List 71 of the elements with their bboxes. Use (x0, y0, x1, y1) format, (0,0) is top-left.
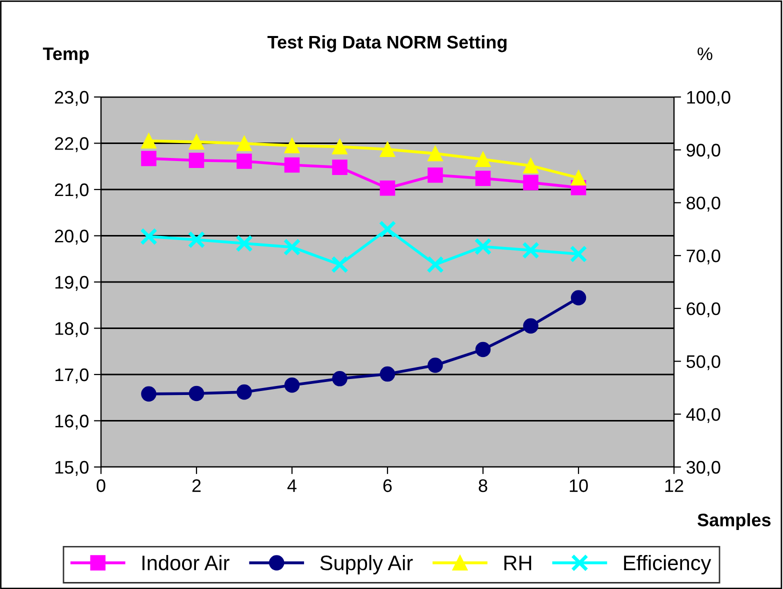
y2-tick-label: 30,0 (686, 460, 720, 476)
x-tick-label: 6 (383, 479, 392, 492)
point (523, 158, 538, 174)
y-tick-label: 15,0 (55, 460, 88, 476)
point (284, 138, 300, 154)
y2-tick-label: 100,0 (687, 90, 730, 106)
point (428, 146, 443, 162)
point (378, 220, 396, 238)
point (570, 170, 586, 186)
point (380, 366, 396, 382)
point (570, 290, 586, 306)
point (188, 134, 204, 150)
point (284, 378, 300, 393)
point (188, 152, 204, 168)
y-tick-label: 18,0 (55, 322, 88, 338)
point (284, 157, 300, 173)
point (188, 231, 206, 248)
point (141, 133, 156, 149)
point (475, 152, 491, 168)
point (236, 154, 252, 169)
point (428, 358, 443, 373)
point (523, 174, 538, 190)
chart-title: Test Rig Data NORM Setting (267, 35, 507, 52)
point (236, 136, 252, 152)
legend-label: RH (504, 556, 532, 570)
point (332, 160, 348, 175)
y-tick-label: 23,0 (54, 90, 88, 106)
point (332, 371, 348, 386)
point (188, 386, 204, 402)
point (380, 142, 396, 157)
point (140, 228, 158, 246)
x-tick-label: 8 (478, 479, 488, 492)
point (428, 168, 443, 183)
point (523, 318, 538, 334)
point (475, 170, 491, 186)
legend-label: Supply Air (320, 554, 413, 574)
x-tick-label: 10 (570, 479, 588, 492)
y2-tick-label: 90,0 (686, 144, 720, 159)
point (570, 245, 588, 263)
y2-tick-label: 40,0 (686, 408, 720, 423)
point (380, 180, 396, 196)
y-tick-label: 17,0 (55, 368, 88, 384)
x-tick-label: 0 (96, 479, 106, 492)
point (474, 238, 492, 256)
y2-axis-title: % (698, 47, 712, 60)
y-tick-label: 20,0 (54, 230, 88, 245)
x-tick-label: 2 (192, 479, 201, 492)
point (236, 234, 253, 252)
y-tick-label: 19,0 (55, 276, 88, 291)
y2-tick-label: 80,0 (686, 196, 720, 212)
y-tick-label: 22,0 (54, 137, 88, 152)
point (426, 256, 444, 274)
y2-tick-label: 50,0 (686, 355, 720, 370)
point (332, 139, 348, 154)
y2-tick-label: 60,0 (686, 302, 720, 318)
point (141, 150, 156, 166)
point (331, 256, 348, 274)
point (283, 238, 301, 256)
point (475, 342, 491, 358)
y2-tick-label: 70,0 (686, 250, 720, 264)
legend-label: Indoor Air (142, 554, 230, 570)
x-axis-title: Samples (698, 513, 771, 530)
point (236, 384, 252, 400)
point (522, 242, 540, 259)
y-tick-label: 16,0 (55, 414, 88, 430)
x-tick-label: 4 (287, 479, 296, 492)
y-tick-label: 21,0 (54, 183, 88, 198)
point (141, 386, 156, 402)
y-axis-title: Temp (42, 48, 89, 64)
legend-label: Efficiency (624, 554, 712, 574)
x-tick-label: 12 (665, 479, 684, 492)
